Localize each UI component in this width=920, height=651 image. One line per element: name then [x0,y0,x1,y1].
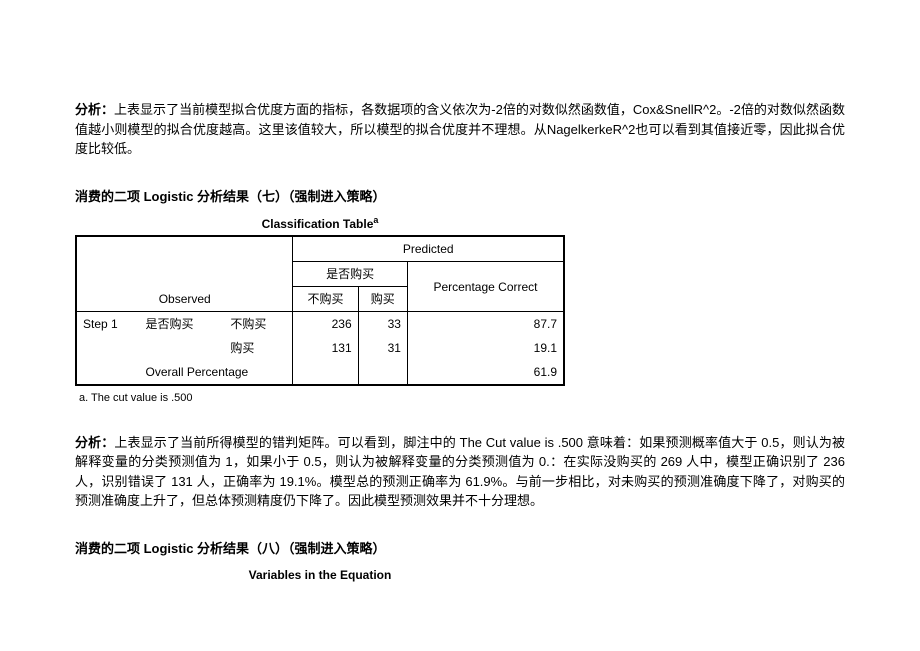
cell-pct: 87.7 [407,312,564,337]
section-heading-7: 消费的二项 Logistic 分析结果（七）（强制进入策略） [75,187,845,207]
analysis-paragraph-2: 分析：上表显示了当前所得模型的错判矩阵。可以看到，脚注中的 The Cut va… [75,433,845,511]
overall-label: Overall Percentage [140,360,293,385]
table-title-text: Classification Table [262,217,374,231]
cell-value: 33 [358,312,407,337]
header-group: 是否购买 [293,262,408,287]
table-title-sup: a [373,215,378,225]
row-cat: 不购买 [224,312,293,337]
table-title: Classification Tablea [75,214,565,233]
analysis-text-2: 上表显示了当前所得模型的错判矩阵。可以看到，脚注中的 The Cut value… [75,435,845,509]
table-footnote: a. The cut value is .500 [75,390,845,407]
table2-title: Variables in the Equation [75,566,565,584]
row-cat: 购买 [224,336,293,360]
analysis-label: 分析： [75,102,114,117]
analysis-label: 分析： [75,435,114,450]
header-percentage: Percentage Correct [407,262,564,312]
row-group-label: 是否购买 [140,312,225,337]
header-predicted: Predicted [293,236,564,262]
table-row: Overall Percentage 61.9 [76,360,564,385]
cell-value: 236 [293,312,358,337]
classification-table: Predicted 是否购买 Percentage Correct Observ… [75,235,565,386]
col-no-buy: 不购买 [293,287,358,312]
cell-pct: 19.1 [407,336,564,360]
analysis-text-1: 上表显示了当前模型拟合优度方面的指标，各数据项的含义依次为-2倍的对数似然函数值… [75,102,845,156]
col-buy: 购买 [358,287,407,312]
overall-pct: 61.9 [407,360,564,385]
section-heading-8: 消费的二项 Logistic 分析结果（八）（强制进入策略） [75,539,845,559]
analysis-paragraph-1: 分析：上表显示了当前模型拟合优度方面的指标，各数据项的含义依次为-2倍的对数似然… [75,100,845,159]
table-row: 购买 131 31 19.1 [76,336,564,360]
cell-value: 31 [358,336,407,360]
cell-value: 131 [293,336,358,360]
step-label: Step 1 [76,312,140,337]
header-observed: Observed [76,287,293,312]
table-row: Step 1 是否购买 不购买 236 33 87.7 [76,312,564,337]
